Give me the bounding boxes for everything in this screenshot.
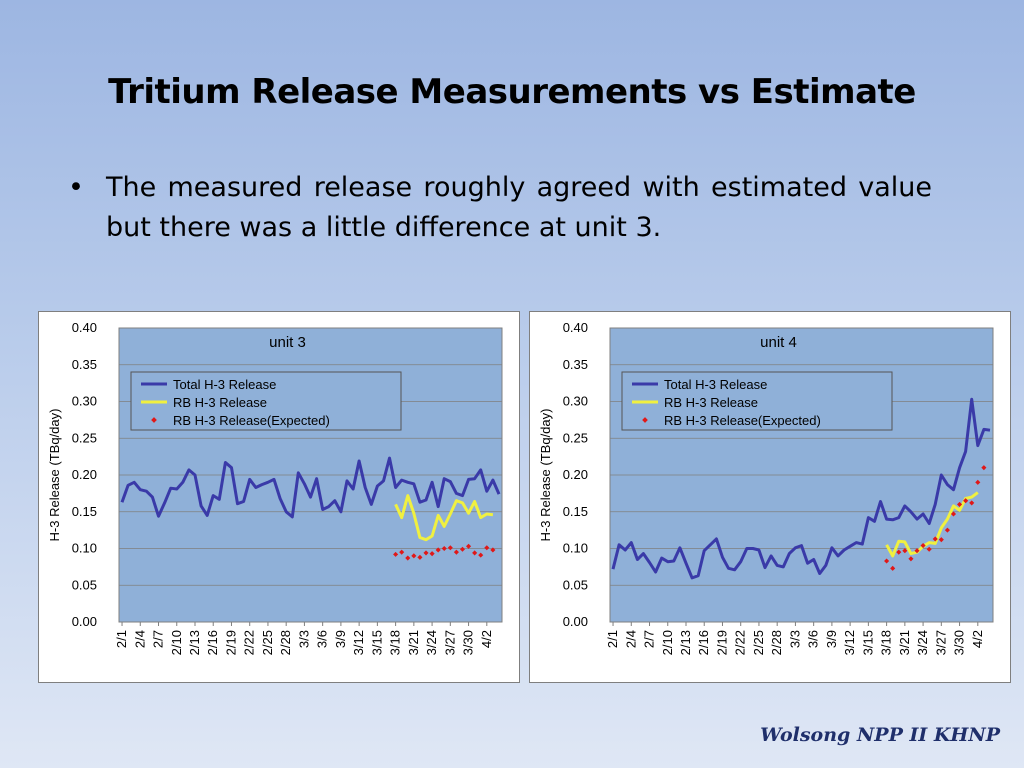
x-tick-label: 3/12	[842, 630, 857, 655]
x-tick-label: 3/15	[369, 630, 384, 655]
x-tick-label: 2/13	[187, 630, 202, 655]
bullet-text: The measured release roughly agreed with…	[106, 172, 932, 243]
y-tick-label: 0.20	[72, 467, 97, 482]
legend-swatch	[151, 417, 157, 423]
x-tick-label: 2/4	[132, 630, 147, 648]
x-tick-label: 2/19	[714, 630, 729, 655]
x-tick-label: 2/25	[260, 630, 275, 655]
series-point	[938, 537, 944, 543]
x-tick-label: 4/2	[970, 630, 985, 648]
legend-box	[621, 371, 893, 431]
legend-label: RB H-3 Release	[173, 395, 267, 410]
chart-svg-unit-4: 0.00 0.05 0.10 0.15 0.20 0.25 0.30 0.35 0.40 H-3 …	[538, 320, 994, 655]
y-tick-label: 0.25	[563, 430, 588, 445]
y-tick-label: 0.15	[72, 504, 97, 519]
chart-unit-4: 0.00 0.05 0.10 0.15 0.20 0.25 0.30 0.35 0.40 H-3 …	[529, 311, 1011, 683]
y-tick-label: 0.15	[563, 504, 588, 519]
legend-label: RB H-3 Release(Expected)	[173, 413, 330, 428]
x-tick-label: 2/1	[605, 630, 620, 648]
y-axis-label: H-3 Release (TBq/day)	[47, 409, 62, 542]
y-tick-label: 0.10	[563, 541, 588, 556]
bullet-dot-icon: •	[68, 172, 84, 203]
x-tick-label: 3/21	[897, 630, 912, 655]
legend-swatch	[642, 417, 648, 423]
x-tick-label: 3/9	[333, 630, 348, 648]
x-tick-label: 2/28	[769, 630, 784, 655]
x-tick-label: 2/10	[660, 630, 675, 655]
footer-brand: Wolsong NPP II KHNP	[760, 724, 1000, 746]
chart-title: unit 4	[760, 334, 797, 351]
x-tick-label: 2/7	[642, 630, 657, 648]
y-tick-label: 0.40	[563, 320, 588, 335]
x-tick-label: 2/16	[205, 630, 220, 655]
chart-svg-unit-3: 0.00 0.05 0.10 0.15 0.20 0.25 0.30 0.35 0.40 H-3 …	[47, 320, 503, 655]
x-tick-label: 3/30	[952, 630, 967, 655]
x-tick-label: 3/21	[406, 630, 421, 655]
x-tick-label: 3/30	[461, 630, 476, 655]
y-tick-label: 0.00	[563, 614, 588, 629]
x-tick-label: 2/25	[751, 630, 766, 655]
y-axis-label: H-3 Release (TBq/day)	[538, 409, 553, 542]
legend-label: Total H-3 Release	[664, 377, 767, 392]
series-point	[478, 552, 484, 558]
series-line	[120, 456, 501, 519]
x-tick-label: 2/7	[151, 630, 166, 648]
x-tick-label: 2/22	[733, 630, 748, 655]
series-point	[466, 543, 472, 549]
series-line	[611, 397, 991, 580]
y-tick-label: 0.35	[72, 357, 97, 372]
legend-box	[130, 371, 402, 431]
x-tick-label: 2/10	[169, 630, 184, 655]
series-point	[459, 546, 466, 552]
x-tick-label: 3/27	[442, 630, 457, 655]
x-tick-label: 2/22	[242, 630, 257, 655]
x-tick-label: 3/6	[806, 630, 821, 648]
x-tick-label: 3/27	[933, 630, 948, 655]
x-tick-label: 3/18	[879, 630, 894, 655]
y-tick-label: 0.20	[563, 467, 588, 482]
y-tick-label: 0.00	[72, 614, 97, 629]
x-tick-label: 2/13	[678, 630, 693, 655]
bullet-list: • The measured release roughly agreed wi…	[62, 168, 932, 248]
series-point	[399, 549, 405, 555]
x-tick-label: 3/3	[296, 630, 311, 648]
series-line	[885, 491, 979, 558]
y-tick-label: 0.40	[72, 320, 97, 335]
legend-label: RB H-3 Release	[664, 395, 758, 410]
x-tick-label: 3/24	[915, 630, 930, 655]
legend-label: Total H-3 Release	[173, 377, 276, 392]
x-tick-label: 2/28	[278, 630, 293, 655]
y-tick-label: 0.25	[72, 430, 97, 445]
y-tick-label: 0.35	[563, 357, 588, 372]
x-tick-label: 3/6	[315, 630, 330, 648]
chart-unit-3: 0.00 0.05 0.10 0.15 0.20 0.25 0.30 0.35 0.40 H-3 …	[38, 311, 520, 683]
x-tick-label: 3/24	[424, 630, 439, 655]
x-tick-label: 3/9	[824, 630, 839, 648]
x-tick-label: 3/12	[351, 630, 366, 655]
y-tick-label: 0.05	[72, 577, 97, 592]
x-tick-label: 3/18	[388, 630, 403, 655]
y-tick-label: 0.30	[72, 394, 97, 409]
series-point	[981, 465, 987, 471]
x-tick-label: 4/2	[479, 630, 494, 648]
slide-title: Tritium Release Measurements vs Estimate	[108, 72, 916, 112]
series-point	[884, 558, 890, 564]
x-tick-label: 2/4	[623, 630, 638, 648]
y-tick-label: 0.05	[563, 577, 588, 592]
x-tick-label: 3/3	[787, 630, 802, 648]
y-tick-label: 0.30	[563, 394, 588, 409]
legend-label: RB H-3 Release(Expected)	[664, 413, 821, 428]
x-tick-label: 2/16	[696, 630, 711, 655]
x-tick-label: 2/19	[223, 630, 238, 655]
x-tick-label: 2/1	[114, 630, 129, 648]
chart-title: unit 3	[269, 334, 306, 351]
bullet-item: • The measured release roughly agreed wi…	[62, 168, 932, 248]
series-line	[394, 494, 494, 542]
x-tick-label: 3/15	[860, 630, 875, 655]
y-tick-label: 0.10	[72, 541, 97, 556]
